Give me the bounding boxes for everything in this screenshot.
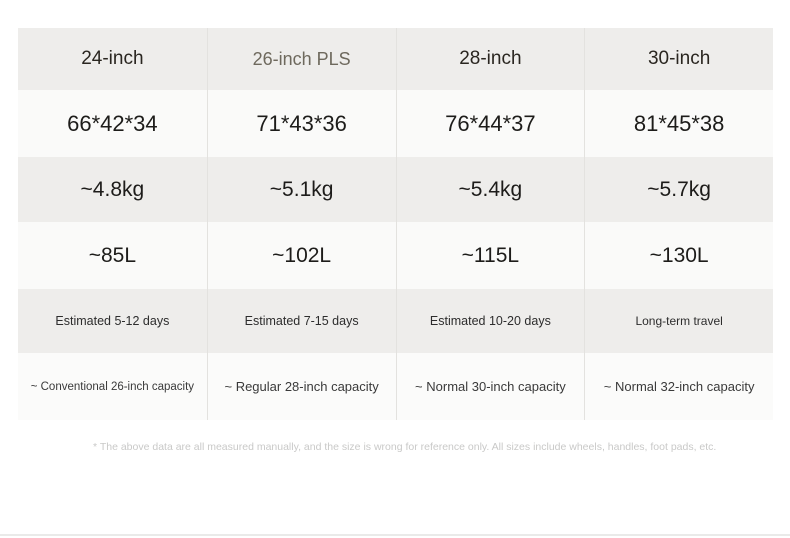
dimensions-cell: 81*45*38 [584,90,773,157]
travel-duration-cell: Long-term travel [584,289,773,353]
capacity-equivalent-cell: ~ Normal 30-inch capacity [395,353,585,420]
dimensions-cell: 71*43*36 [206,90,396,157]
table-row-dimensions: 66*42*34 71*43*36 76*44*37 81*45*38 [18,90,773,157]
header-cell-size-2-selected: 26-inch PLS [206,28,396,90]
capacity-equivalent-cell: ~ Normal 32-inch capacity [584,353,773,420]
header-cell-size-3: 28-inch [395,28,585,90]
capacity-equivalent-cell: ~ Conventional 26-inch capacity [30,380,195,393]
weight-cell: ~4.8kg [80,177,145,201]
header-cell-size-4: 30-inch [584,28,773,90]
measurement-disclaimer-footnote: * The above data are all measured manual… [93,441,717,453]
volume-cell: ~102L [206,222,396,289]
dimensions-cell: 66*42*34 [67,110,158,136]
size-comparison-table: 24-inch 26-inch PLS 28-inch 30-inch 66*4… [18,28,773,420]
travel-duration-cell: Estimated 5-12 days [55,314,170,328]
weight-cell: ~5.1kg [206,157,396,222]
header-cell-size-1: 24-inch [81,48,144,69]
weight-cell: ~5.4kg [395,157,585,222]
table-row-capacity-equivalent: ~ Conventional 26-inch capacity ~ Regula… [18,353,773,420]
capacity-equivalent-cell: ~ Regular 28-inch capacity [206,353,396,420]
table-row-volume: ~85L ~102L ~115L ~130L [18,222,773,289]
travel-duration-cell: Estimated 10-20 days [395,289,585,353]
bottom-divider-line [0,534,790,536]
table-row-headers: 24-inch 26-inch PLS 28-inch 30-inch [18,28,773,90]
volume-cell: ~115L [395,222,585,289]
volume-cell: ~130L [584,222,773,289]
travel-duration-cell: Estimated 7-15 days [206,289,396,353]
volume-cell: ~85L [88,243,137,267]
weight-cell: ~5.7kg [584,157,773,222]
table-row-weight: ~4.8kg ~5.1kg ~5.4kg ~5.7kg [18,157,773,222]
dimensions-cell: 76*44*37 [395,90,585,157]
table-row-travel-duration: Estimated 5-12 days Estimated 7-15 days … [18,289,773,353]
